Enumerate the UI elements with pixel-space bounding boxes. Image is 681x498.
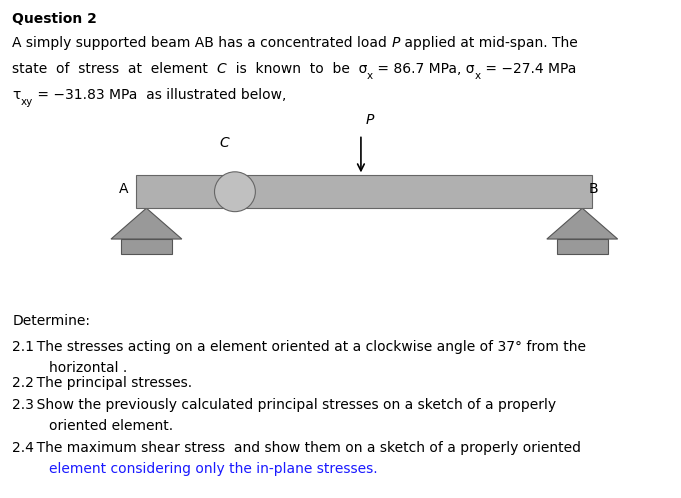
- Text: τ: τ: [12, 88, 20, 102]
- Text: applied at mid-span. The: applied at mid-span. The: [400, 36, 577, 50]
- Text: element considering only the in-plane stresses.: element considering only the in-plane st…: [49, 462, 378, 476]
- Text: = 86.7 MPa, σ: = 86.7 MPa, σ: [373, 62, 475, 76]
- Text: A: A: [118, 182, 128, 196]
- Text: Determine:: Determine:: [12, 314, 91, 328]
- Text: P: P: [366, 113, 374, 127]
- Text: oriented element.: oriented element.: [49, 419, 173, 433]
- Text: x: x: [475, 71, 481, 81]
- Bar: [121, 239, 172, 254]
- Text: state  of  stress  at  element: state of stress at element: [12, 62, 217, 76]
- Text: 2.3 Show the previously calculated principal stresses on a sketch of a properly: 2.3 Show the previously calculated princ…: [12, 398, 556, 412]
- Polygon shape: [547, 208, 618, 239]
- Text: A simply supported beam AB has a concentrated load: A simply supported beam AB has a concent…: [12, 36, 392, 50]
- Bar: [136, 175, 592, 208]
- Text: horizontal .: horizontal .: [49, 361, 127, 374]
- Text: is  known  to  be  σ: is known to be σ: [227, 62, 367, 76]
- Text: B: B: [589, 182, 599, 196]
- Text: x: x: [367, 71, 373, 81]
- Text: P: P: [392, 36, 400, 50]
- Text: Question 2: Question 2: [12, 12, 97, 26]
- Text: C: C: [217, 62, 227, 76]
- Text: 2.4 The maximum shear stress  and show them on a sketch of a properly oriented: 2.4 The maximum shear stress and show th…: [12, 441, 582, 455]
- Text: = −27.4 MPa: = −27.4 MPa: [481, 62, 576, 76]
- Text: C: C: [220, 136, 229, 150]
- Text: = −31.83 MPa  as illustrated below,: = −31.83 MPa as illustrated below,: [33, 88, 286, 102]
- Text: 2.2 The principal stresses.: 2.2 The principal stresses.: [12, 376, 193, 390]
- Polygon shape: [111, 208, 182, 239]
- Bar: [556, 239, 607, 254]
- Text: xy: xy: [20, 97, 33, 107]
- Text: 2.1 The stresses acting on a element oriented at a clockwise angle of 37° from t: 2.1 The stresses acting on a element ori…: [12, 340, 586, 354]
- Ellipse shape: [215, 172, 255, 212]
